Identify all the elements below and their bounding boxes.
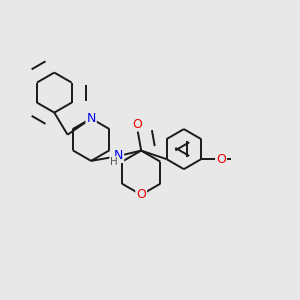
Text: N: N [114,149,123,162]
Text: O: O [133,118,142,130]
Text: H: H [110,157,118,167]
Text: N: N [86,112,96,125]
Text: O: O [216,153,226,166]
Text: O: O [136,188,146,201]
